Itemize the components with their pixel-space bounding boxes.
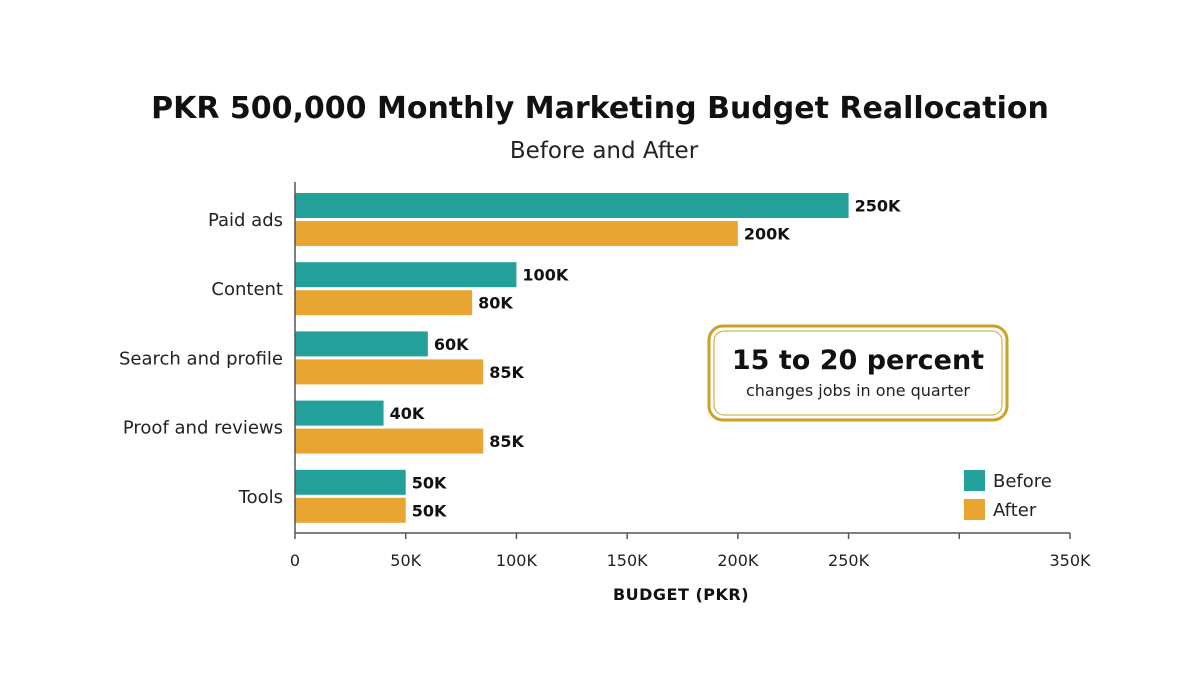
bar-before-3 [295,400,384,426]
bar-after-3 [295,428,484,454]
legend: Before After [964,470,1052,521]
bar-after-0 [295,221,738,246]
x-tick-label-1: 50K [390,551,421,570]
value-label-before-0: 250K [855,197,901,216]
value-label-before-3: 40K [390,404,425,423]
x-tick-label-3: 150K [607,551,649,570]
chart-subtitle: Before and After [510,138,699,164]
legend-swatch-before [964,470,985,491]
callout-box: 15 to 20 percent changes jobs in one qua… [707,324,1009,422]
value-label-after-0: 200K [744,225,790,244]
bar-after-2 [295,359,484,385]
x-axis-title: BUDGET (PKR) [613,585,749,604]
value-label-before-2: 60K [434,335,469,354]
bar-before-0 [295,193,849,218]
x-tick-label-6: 350K [1049,551,1091,570]
bar-before-1 [295,262,517,288]
legend-swatch-after [964,499,985,520]
value-label-after-2: 85K [489,363,524,382]
value-label-before-1: 100K [522,266,568,285]
value-label-after-1: 80K [478,294,513,313]
bar-before-4 [295,469,406,495]
legend-label-before: Before [993,471,1052,492]
bar-after-1 [295,290,473,316]
callout-subtext: changes jobs in one quarter [746,381,970,400]
callout-headline: 15 to 20 percent [732,345,984,376]
value-label-before-4: 50K [412,473,447,492]
category-label-4: Tools [238,487,283,508]
bar-after-4 [295,497,406,523]
category-label-0: Paid ads [208,210,283,231]
x-tick-label-0: 0 [290,551,300,570]
category-label-3: Proof and reviews [123,418,283,439]
x-axis: 0 50K 100K 150K 200K 250K 350K [290,182,1091,570]
x-tick-label-2: 100K [496,551,538,570]
bars-layer: 250K 200K Paid ads 100K 80K Content 60K 85K Sear… [119,193,901,523]
x-tick-label-4: 200K [717,551,759,570]
value-label-after-4: 50K [412,501,447,520]
bar-before-2 [295,331,428,357]
value-label-after-3: 85K [489,432,524,451]
chart-title: PKR 500,000 Monthly Marketing Budget Rea… [151,91,1049,126]
x-tick-label-5: 250K [828,551,870,570]
category-label-2: Search and profile [119,348,283,369]
legend-label-after: After [993,500,1037,521]
category-label-1: Content [211,279,283,300]
